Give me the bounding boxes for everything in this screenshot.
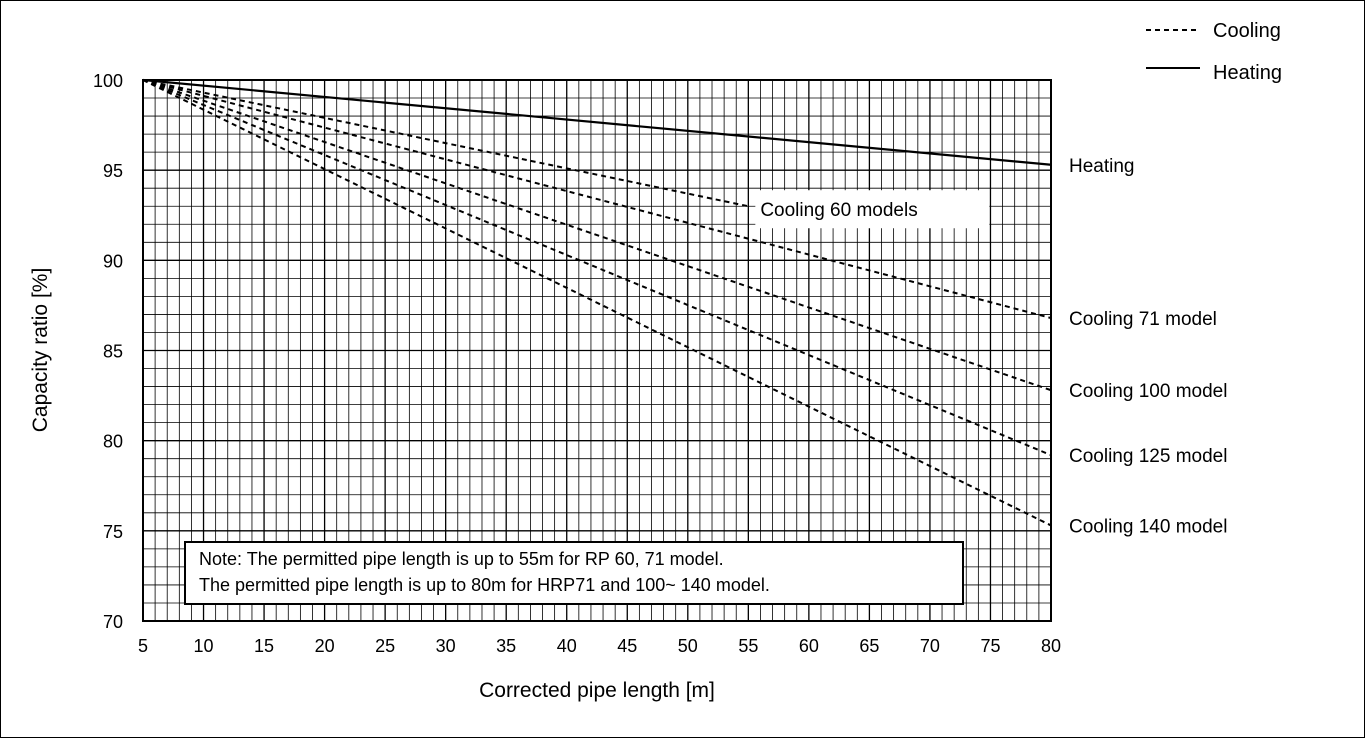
- series-label: Cooling 125 model: [1069, 446, 1227, 467]
- series-layer: [142, 78, 1052, 527]
- x-tick-label: 15: [254, 636, 274, 656]
- series-label: Heating: [1069, 156, 1135, 177]
- note-box-frame: [184, 541, 964, 605]
- legend-heating-label: Heating: [1213, 62, 1282, 84]
- legend-cooling-label: Cooling: [1213, 20, 1281, 42]
- series-label-background: [755, 190, 990, 229]
- x-tick-label: 60: [799, 636, 819, 656]
- series-label: Cooling 140 model: [1069, 516, 1227, 537]
- series-label: Cooling 60 models: [760, 200, 917, 221]
- x-tick-label: 10: [194, 636, 214, 656]
- series-line-cooling-140-model: [142, 79, 1052, 527]
- note-line-1: Note: The permitted pipe length is up to…: [199, 549, 724, 569]
- note-box: Note: The permitted pipe length is up to…: [184, 541, 964, 605]
- x-tick-labels: 5 10 15 20 25 30 35 40 45 50 55 60 65 70 75 80: [138, 636, 1061, 656]
- y-tick-label: 70: [103, 612, 123, 632]
- y-tick-label: 75: [103, 522, 123, 542]
- major-grid: [142, 79, 1052, 622]
- series-line-cooling-100-model: [142, 79, 1052, 392]
- plot-border: [142, 79, 1052, 622]
- series-label: Cooling 71 model: [1069, 309, 1217, 330]
- note-line-2: The permitted pipe length is up to 80m f…: [199, 575, 770, 595]
- x-tick-label: 50: [678, 636, 698, 656]
- series-line-cooling-125-model: [142, 79, 1052, 457]
- series-label: Cooling 100 model: [1069, 381, 1227, 402]
- legend: Cooling Heating: [1146, 20, 1282, 84]
- x-tick-label: 70: [920, 636, 940, 656]
- y-tick-label: 95: [103, 161, 123, 181]
- y-tick-label: 85: [103, 342, 123, 362]
- x-tick-label: 35: [496, 636, 516, 656]
- x-tick-label: 25: [375, 636, 395, 656]
- series-line-cooling-71-model: [142, 79, 1052, 320]
- x-tick-label: 55: [738, 636, 758, 656]
- x-tick-label: 80: [1041, 636, 1061, 656]
- y-tick-labels: 70 75 80 85 90 95 100: [93, 71, 123, 632]
- x-tick-label: 5: [138, 636, 148, 656]
- y-tick-label: 90: [103, 251, 123, 271]
- x-tick-label: 40: [557, 636, 577, 656]
- y-tick-label: 80: [103, 432, 123, 452]
- x-tick-label: 75: [980, 636, 1000, 656]
- x-tick-label: 45: [617, 636, 637, 656]
- y-axis-label: Capacity ratio [%]: [29, 268, 52, 433]
- x-axis-label: Corrected pipe length [m]: [479, 679, 715, 702]
- series-labels: Heating Cooling 60 models Cooling 71 model…: [755, 156, 1227, 537]
- y-tick-label: 100: [93, 71, 123, 91]
- x-tick-label: 30: [436, 636, 456, 656]
- series-line-cooling-60-models: [142, 79, 749, 208]
- x-tick-label: 20: [315, 636, 335, 656]
- x-tick-label: 65: [859, 636, 879, 656]
- series-line-heating: [142, 78, 1052, 166]
